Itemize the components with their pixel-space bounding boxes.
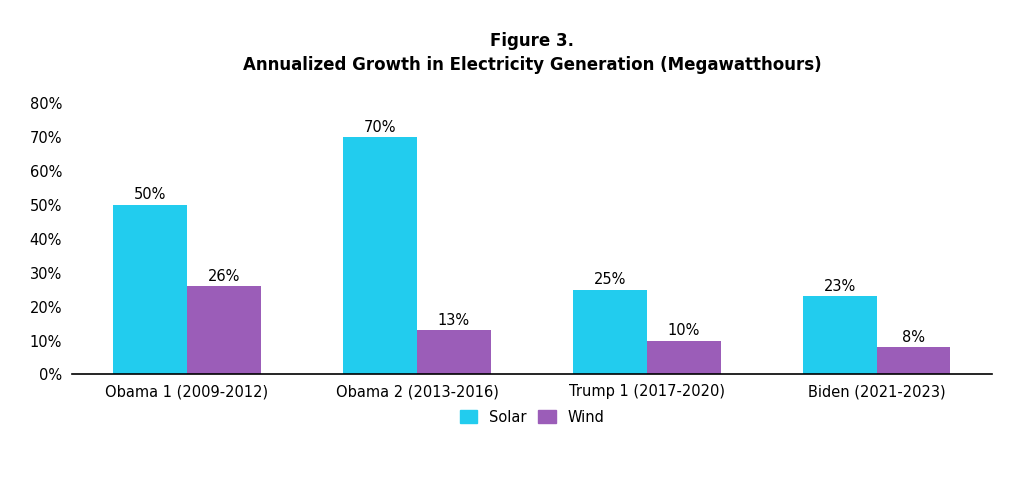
Bar [344,137,417,374]
Bar [573,290,647,374]
Title: Figure 3.
Annualized Growth in Electricity Generation (Megawatthours): Figure 3. Annualized Growth in Electrici… [242,32,821,74]
Bar [114,205,187,374]
Text: 25%: 25% [594,272,626,287]
Text: 50%: 50% [134,187,167,202]
Text: 13%: 13% [438,312,470,328]
Bar [647,340,720,374]
Text: 8%: 8% [902,330,925,345]
Bar [877,348,950,374]
Text: 10%: 10% [668,323,700,338]
Bar [417,330,491,374]
Bar [803,297,877,374]
Bar [187,286,261,374]
Text: 70%: 70% [364,120,397,134]
Legend: Solar, Wind: Solar, Wind [454,404,610,431]
Text: 26%: 26% [208,269,240,284]
Text: 23%: 23% [824,279,856,294]
